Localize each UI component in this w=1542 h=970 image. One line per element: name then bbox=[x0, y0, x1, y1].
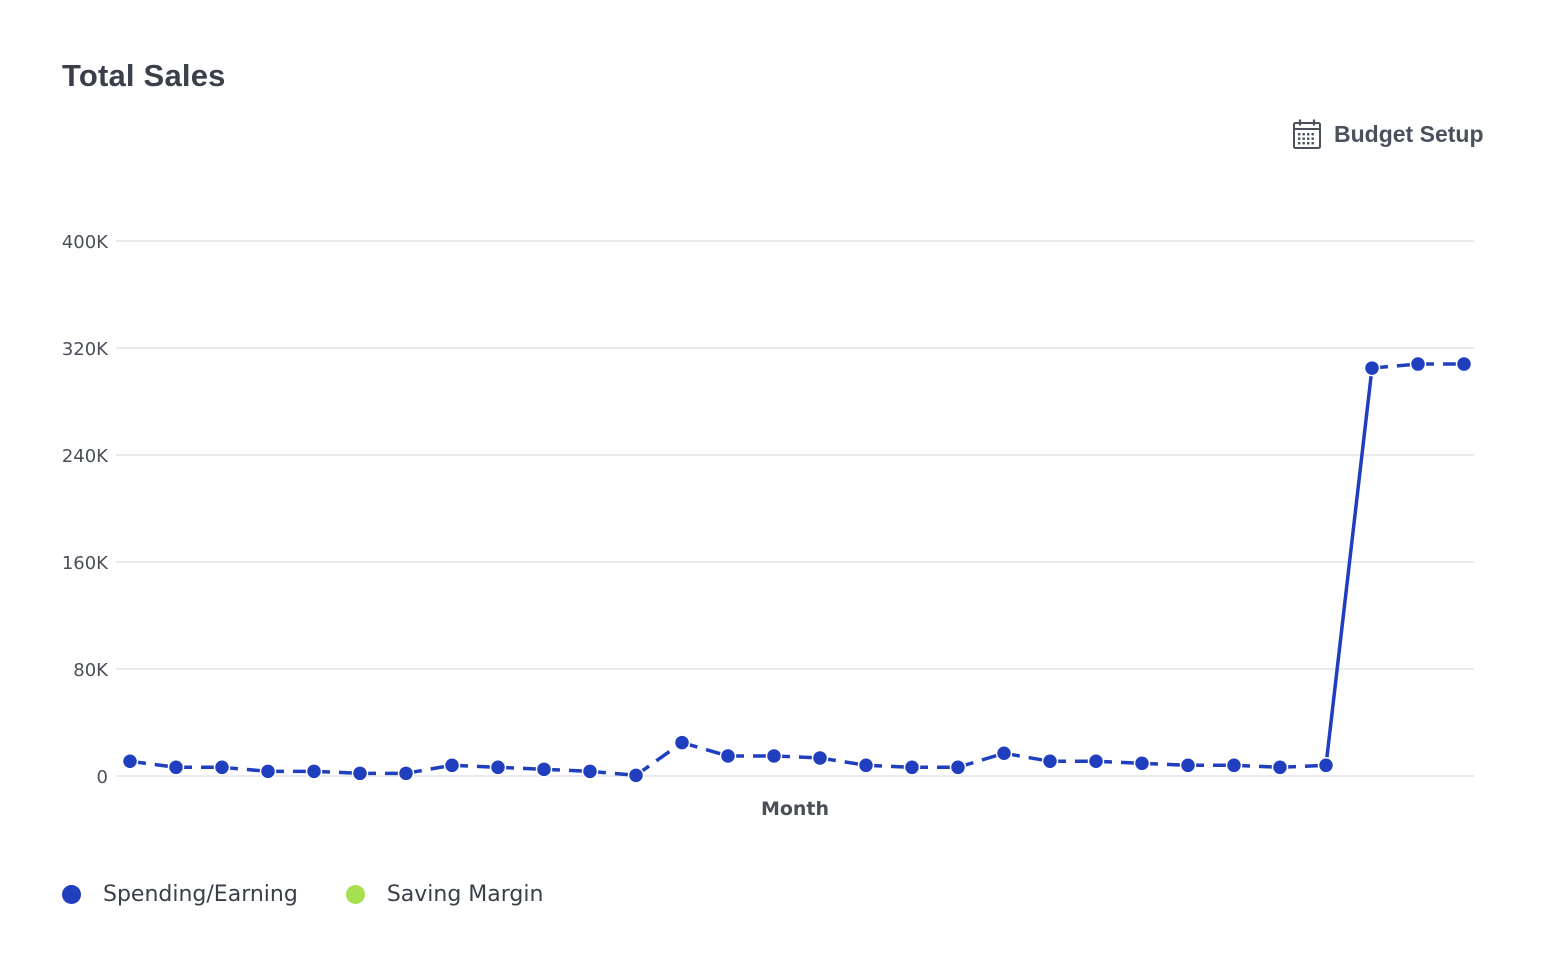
budget-setup-label: Budget Setup bbox=[1334, 120, 1484, 147]
legend: Spending/Earning Saving Margin bbox=[62, 882, 543, 907]
data-point[interactable] bbox=[1363, 359, 1381, 377]
series-line-segment bbox=[1324, 367, 1374, 766]
data-point[interactable] bbox=[765, 747, 783, 765]
chart-title: Total Sales bbox=[62, 58, 226, 93]
legend-marker-spending-earning bbox=[62, 885, 81, 904]
y-tick-label: 320K bbox=[62, 339, 109, 360]
legend-marker-saving-margin bbox=[345, 885, 365, 904]
data-point[interactable] bbox=[121, 753, 139, 770]
data-point[interactable] bbox=[1225, 757, 1243, 774]
data-point[interactable] bbox=[1087, 753, 1105, 770]
line-chart: 0 80K 160K 240K 320K 400K Month bbox=[62, 232, 1474, 820]
data-point[interactable] bbox=[259, 763, 277, 780]
legend-item-spending-earning[interactable]: Spending/Earning bbox=[62, 882, 298, 907]
y-tick-label: 240K bbox=[62, 446, 109, 467]
legend-item-saving-margin[interactable]: Saving Margin bbox=[345, 882, 544, 907]
legend-label-spending-earning: Spending/Earning bbox=[103, 882, 298, 907]
series-points bbox=[121, 355, 1473, 784]
data-point[interactable] bbox=[1317, 757, 1335, 774]
y-axis-tick-labels: 0 80K 160K 240K 320K 400K bbox=[62, 232, 109, 788]
data-point[interactable] bbox=[443, 757, 461, 774]
legend-label-saving-margin: Saving Margin bbox=[386, 882, 544, 907]
calendar-icon bbox=[1293, 119, 1321, 149]
y-tick-label: 80K bbox=[73, 660, 109, 681]
data-point[interactable] bbox=[1041, 753, 1059, 770]
y-tick-label: 160K bbox=[62, 553, 109, 574]
gridlines bbox=[116, 240, 1474, 777]
data-point[interactable] bbox=[627, 767, 645, 784]
data-point[interactable] bbox=[305, 763, 323, 780]
data-point[interactable] bbox=[213, 759, 231, 776]
data-point[interactable] bbox=[673, 734, 691, 751]
data-point[interactable] bbox=[1133, 755, 1151, 772]
data-point[interactable] bbox=[1179, 757, 1197, 774]
data-point[interactable] bbox=[1455, 355, 1473, 373]
data-point[interactable] bbox=[397, 765, 415, 782]
data-point[interactable] bbox=[995, 745, 1013, 762]
data-point[interactable] bbox=[167, 759, 185, 776]
data-point[interactable] bbox=[857, 757, 875, 774]
data-point[interactable] bbox=[1409, 355, 1427, 373]
series-lines bbox=[129, 362, 1464, 778]
data-point[interactable] bbox=[903, 759, 921, 776]
data-point[interactable] bbox=[535, 761, 553, 778]
data-point[interactable] bbox=[1271, 759, 1289, 776]
y-tick-label: 400K bbox=[62, 232, 109, 253]
data-point[interactable] bbox=[719, 747, 737, 765]
x-axis-title: Month bbox=[761, 798, 829, 820]
y-tick-label: 0 bbox=[97, 767, 108, 788]
data-point[interactable] bbox=[351, 765, 369, 782]
data-point[interactable] bbox=[489, 759, 507, 776]
data-point[interactable] bbox=[949, 759, 967, 776]
data-point[interactable] bbox=[811, 749, 829, 767]
data-point[interactable] bbox=[581, 763, 599, 780]
series-line-segment bbox=[634, 741, 684, 777]
budget-setup-button[interactable]: Budget Setup bbox=[1292, 118, 1484, 150]
